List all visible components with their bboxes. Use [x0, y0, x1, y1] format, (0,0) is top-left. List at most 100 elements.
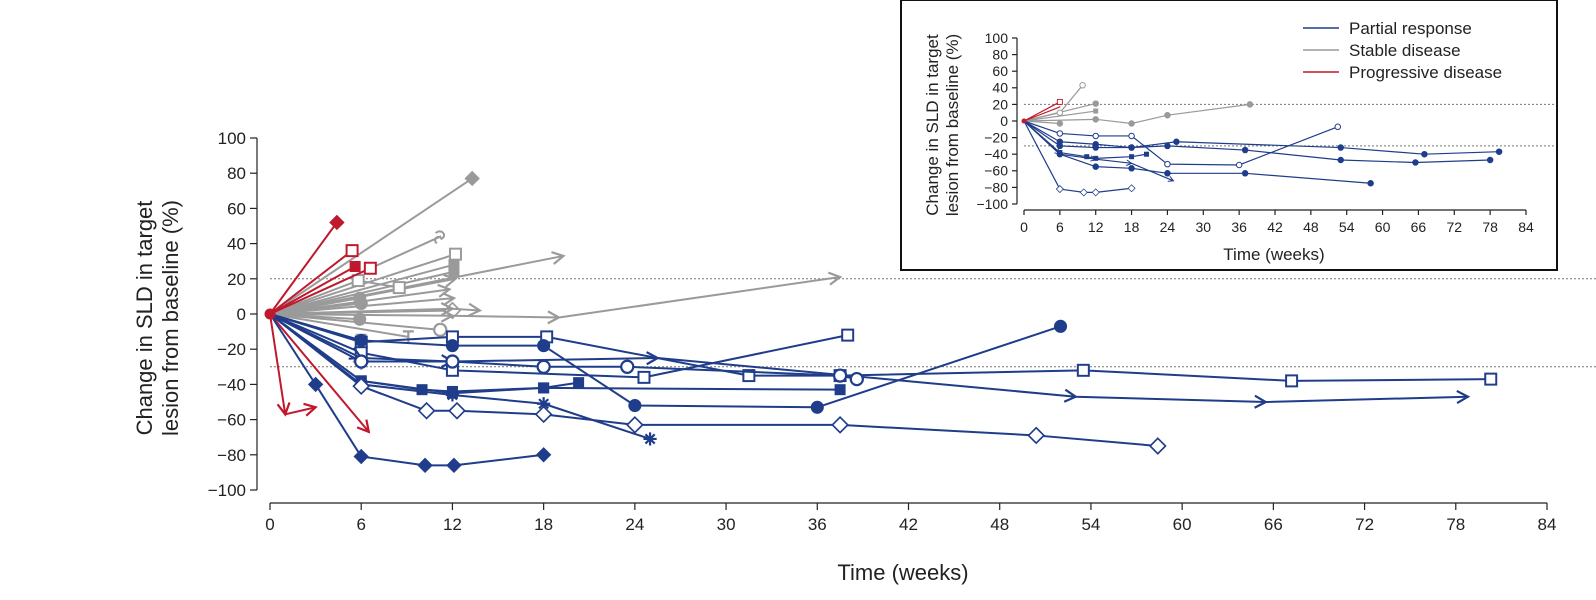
main-data-point — [349, 260, 361, 272]
main-data-point — [1148, 437, 1167, 455]
main-series-line — [269, 263, 455, 315]
main-series-line — [269, 313, 410, 338]
inset-data-point — [1486, 156, 1494, 164]
main-y-axis-title-line2: lesion from baseline (%) — [158, 200, 183, 436]
inset-y-tick-label: 60 — [992, 63, 1008, 79]
main-series-progressive-disease — [269, 214, 345, 315]
main-y-tick-label: 100 — [218, 129, 246, 148]
inset-data-point — [1129, 154, 1135, 160]
inset-data-point — [1092, 144, 1099, 151]
inset-x-tick-label: 60 — [1375, 219, 1391, 235]
inset-data-point — [1093, 155, 1099, 161]
inset-data-point — [1495, 148, 1503, 155]
inset-series-partial-response — [1023, 120, 1175, 182]
inset-data-point — [1092, 163, 1099, 170]
main-series-partial-response — [269, 313, 864, 387]
inset-data-point — [1056, 98, 1063, 105]
inset-data-point — [1055, 185, 1064, 194]
inset-data-point — [1334, 123, 1341, 131]
main-x-tick-label: 54 — [1081, 515, 1100, 534]
main-series-stable-disease — [269, 259, 460, 315]
main-data-point — [1027, 426, 1046, 445]
inset-data-point — [1164, 142, 1171, 150]
inset-data-point — [1246, 101, 1254, 108]
main-x-tick-label: 6 — [356, 515, 365, 534]
main-y-tick-label: 0 — [237, 305, 246, 324]
inset-x-tick-label: 42 — [1267, 219, 1283, 235]
inset-y-tick-label: −60 — [984, 163, 1008, 179]
inset-data-point — [1144, 151, 1150, 157]
main-series-line — [269, 221, 338, 315]
inset-data-point — [1056, 142, 1064, 150]
main-data-point — [573, 377, 585, 389]
main-x-tick-label: 78 — [1446, 515, 1465, 534]
inset-data-point — [1128, 165, 1135, 172]
main-series-line — [269, 313, 317, 416]
main-series-progressive-disease — [269, 313, 371, 434]
inset-y-tick-label: 40 — [992, 80, 1008, 96]
main-data-point — [363, 261, 377, 275]
inset-origin-point — [1021, 118, 1027, 124]
inset-y-tick-label: 80 — [992, 47, 1008, 63]
main-series-progressive-disease — [269, 244, 359, 315]
inset-data-point — [1056, 130, 1064, 137]
main-data-point — [537, 397, 551, 411]
main-data-point — [417, 401, 436, 420]
main-y-tick-label: 60 — [227, 199, 246, 218]
inset-legend: Partial response Stable disease Progressiv… — [1303, 19, 1502, 82]
main-origin-point — [264, 308, 276, 320]
main-series-progressive-disease — [269, 260, 361, 315]
main-x-tick-label: 84 — [1538, 515, 1557, 534]
inset-data-point — [1090, 155, 1097, 162]
main-series-stable-disease — [269, 313, 414, 343]
inset-data-point — [1337, 144, 1344, 151]
legend-label-partial-response: Partial response — [1349, 19, 1472, 38]
main-data-point — [1484, 372, 1498, 386]
main-series-line — [269, 265, 357, 315]
inset-data-point — [1235, 161, 1243, 169]
main-y-tick-label: −20 — [217, 340, 246, 359]
main-data-point — [628, 398, 642, 413]
inset-data-point — [1056, 109, 1064, 116]
inset-series-stable-disease — [1023, 120, 1064, 127]
main-data-point — [643, 432, 657, 446]
main-data-point — [1456, 389, 1471, 405]
inset-y-tick-label: 0 — [1000, 113, 1008, 129]
main-series-line — [269, 313, 442, 331]
main-x-tick-label: 12 — [443, 515, 462, 534]
main-y-axis-title: Change in SLD in targetlesion from basel… — [132, 200, 183, 436]
main-data-point — [464, 170, 480, 187]
inset-series-partial-response — [1023, 120, 1136, 197]
inset-y-tick-label: 20 — [992, 96, 1008, 112]
inset-y-tick-label: 100 — [985, 30, 1009, 46]
inset-data-point — [1091, 188, 1100, 197]
main-data-point — [354, 354, 369, 369]
legend-item-progressive-disease: Progressive disease — [1303, 63, 1502, 82]
inset-data-point — [1128, 144, 1135, 151]
main-data-point — [620, 359, 635, 374]
inset-x-tick-label: 30 — [1195, 219, 1211, 235]
main-data-point — [646, 351, 660, 366]
main-data-point — [1063, 388, 1079, 403]
main-data-point — [834, 384, 846, 396]
inset-data-point — [1367, 180, 1374, 187]
inset-series-progressive-disease — [1023, 98, 1063, 122]
inset-series-progressive-disease — [1023, 106, 1061, 122]
main-x-tick-label: 0 — [265, 515, 274, 534]
legend-label-stable-disease: Stable disease — [1349, 41, 1461, 60]
main-data-point — [448, 247, 462, 261]
main-data-point — [345, 244, 359, 258]
main-data-point — [448, 401, 466, 420]
inset-x-tick-label: 78 — [1482, 219, 1498, 235]
main-series-line — [269, 302, 363, 315]
inset-x-tick-label: 84 — [1518, 219, 1534, 235]
main-x-tick-label: 18 — [534, 515, 553, 534]
main-data-point — [329, 214, 345, 231]
inset-y-tick-label: −80 — [984, 179, 1008, 195]
main-series-progressive-disease — [269, 313, 318, 417]
main-data-point — [445, 354, 460, 369]
main-data-point — [307, 376, 324, 393]
inset-x-tick-label: 54 — [1339, 219, 1355, 235]
